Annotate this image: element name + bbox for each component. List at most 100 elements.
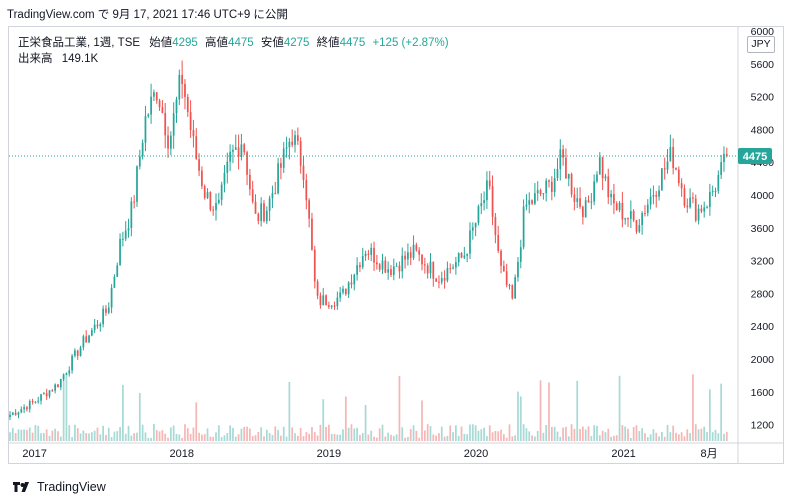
volume-bar: [311, 427, 313, 441]
candle-body: [593, 181, 596, 202]
volume-bar: [610, 436, 612, 441]
volume-bar: [683, 436, 686, 441]
candle-body: [542, 193, 545, 195]
candle-body: [308, 200, 311, 219]
candle-body: [237, 147, 240, 157]
volume-bar: [412, 425, 415, 441]
volume-bar: [480, 429, 483, 441]
volume-bar: [534, 436, 536, 441]
volume-bar: [550, 426, 553, 441]
currency-button[interactable]: JPY: [747, 36, 775, 53]
volume-bar: [164, 433, 167, 441]
candle-body: [404, 255, 406, 260]
candle-body: [502, 265, 505, 272]
candle-body: [226, 161, 229, 173]
volume-bar: [449, 425, 452, 441]
candle-body: [440, 278, 443, 283]
volume-bar: [144, 432, 147, 441]
candle-body: [689, 197, 691, 208]
volume-bar: [446, 435, 449, 441]
volume-bar: [356, 427, 358, 441]
candle-body: [435, 278, 437, 282]
candle-body: [686, 205, 689, 208]
candle-body: [536, 190, 539, 194]
candle-body: [169, 135, 172, 149]
symbol-label[interactable]: 正栄食品工業, 1週, TSE: [18, 37, 141, 49]
candle-body: [107, 307, 110, 313]
candle-body: [229, 151, 231, 162]
volume-bar: [511, 436, 514, 441]
footer-brand[interactable]: TradingView: [12, 480, 106, 494]
chart-frame[interactable]: [8, 26, 784, 464]
volume-bar: [714, 429, 717, 441]
volume-bar: [604, 432, 607, 441]
volume-bar: [76, 428, 79, 441]
candle-body: [486, 180, 488, 201]
volume-bar: [717, 433, 720, 441]
volume-bar: [474, 425, 477, 441]
candle-body: [477, 206, 480, 223]
volume-bar: [350, 424, 353, 441]
candle-body: [601, 157, 604, 179]
volume-bar: [113, 431, 116, 441]
volume-bar: [107, 427, 110, 441]
close-label: 終値: [316, 37, 340, 49]
candle-body: [531, 200, 533, 204]
candle-body: [184, 83, 186, 97]
volume-bar: [598, 435, 601, 441]
volume-bar: [9, 432, 11, 441]
volume-bar: [452, 432, 454, 441]
volume-bar: [274, 426, 277, 441]
volume-bar: [153, 424, 155, 441]
candle-body: [697, 208, 700, 221]
y-tick-label: 5600: [751, 59, 775, 71]
candle-body: [90, 330, 93, 336]
candle-body: [635, 220, 638, 232]
volume-bar: [378, 428, 381, 441]
volume-bar: [477, 430, 480, 441]
candle-body: [553, 177, 556, 192]
candle-body: [328, 305, 330, 307]
candle-body: [407, 252, 409, 260]
volume-bar: [93, 430, 96, 441]
volume-bar: [672, 425, 675, 441]
volume-bar: [697, 429, 700, 441]
volume-bar: [641, 428, 644, 441]
volume-bar: [124, 433, 127, 441]
candle-body: [14, 412, 17, 415]
volume-bar: [675, 432, 677, 441]
volume-bar: [141, 424, 144, 441]
candle-body: [333, 305, 336, 307]
volume-bar: [375, 437, 378, 441]
candle-body: [291, 141, 294, 145]
candle-body: [644, 213, 646, 215]
volume-bar: [288, 382, 291, 441]
candle-body: [336, 297, 339, 307]
candle-body: [401, 255, 404, 272]
volume-bar: [229, 425, 231, 441]
volume-bar: [596, 425, 598, 441]
volume-bar: [99, 434, 102, 441]
candle-body: [528, 200, 531, 205]
volume-bar: [514, 435, 517, 441]
candle-body: [240, 144, 243, 157]
close-value: 4475: [339, 37, 366, 49]
volume-bar: [395, 434, 398, 441]
volume-bar: [632, 427, 635, 441]
volume-bar: [686, 429, 689, 441]
candle-body: [164, 112, 167, 136]
candle-body: [565, 157, 567, 179]
volume-bar: [232, 427, 234, 441]
volume-bar: [40, 433, 42, 441]
candle-body: [398, 265, 401, 272]
candle-body: [466, 253, 469, 256]
volume-bar: [263, 436, 265, 441]
volume-bar: [359, 434, 361, 441]
volume-bar: [488, 425, 491, 441]
candle-body: [694, 198, 697, 221]
candle-body: [519, 247, 522, 262]
candle-body: [158, 100, 161, 108]
volume-bar: [584, 429, 587, 441]
candle-body: [618, 202, 621, 211]
